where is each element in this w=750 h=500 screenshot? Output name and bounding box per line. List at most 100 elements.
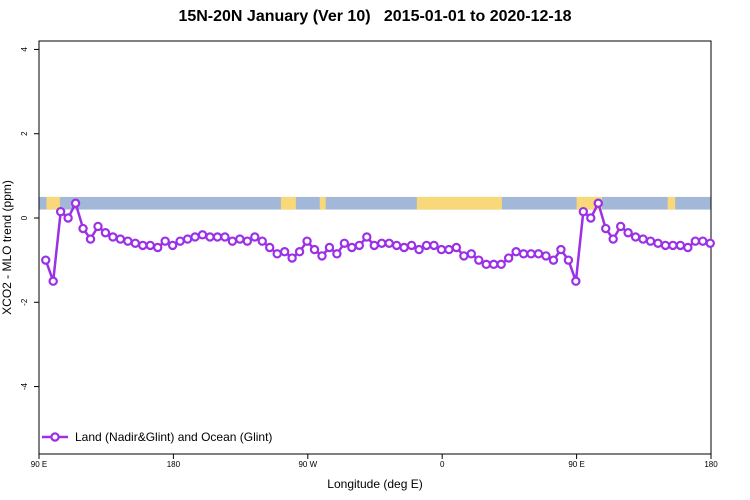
x-axis-ticks: 90 E 180 90 W 0 90 E 180 <box>31 454 718 469</box>
data-point <box>615 221 626 232</box>
data-point <box>197 230 208 240</box>
data-point <box>167 240 178 251</box>
land-band-segment <box>667 196 676 210</box>
data-point <box>362 232 372 242</box>
data-point <box>339 238 350 248</box>
data-point <box>645 236 656 246</box>
data-point <box>511 247 521 257</box>
data-point <box>93 221 103 232</box>
data-point <box>70 198 81 208</box>
data-point <box>451 242 462 253</box>
data-point <box>668 240 678 251</box>
data-point <box>242 236 253 246</box>
data-point <box>123 236 133 246</box>
data-point <box>100 228 111 238</box>
data-point <box>593 198 603 208</box>
y-tick-label: -2 <box>20 298 29 306</box>
data-point <box>518 249 529 259</box>
data-point <box>474 255 484 265</box>
data-point <box>347 242 357 253</box>
data-point <box>608 234 618 244</box>
data-point <box>421 240 432 251</box>
land-band-segment <box>416 196 502 210</box>
data-point <box>586 213 596 223</box>
data-point <box>257 236 267 246</box>
data-point <box>391 240 402 251</box>
y-axis-label: XCO2 - MLO trend (ppm) <box>0 180 14 315</box>
data-point <box>683 242 693 253</box>
data-point <box>108 232 118 242</box>
data-point <box>309 244 320 255</box>
data-point <box>556 244 566 255</box>
data-point <box>205 232 215 242</box>
legend-label: Land (Nadir&Glint) and Ocean (Glint) <box>75 430 272 444</box>
data-point <box>78 223 88 234</box>
data-point <box>623 228 633 238</box>
data-point <box>503 253 514 263</box>
data-point <box>212 232 223 242</box>
data-point <box>369 240 379 251</box>
data-point <box>272 249 282 259</box>
data-point <box>235 234 245 244</box>
data-point <box>324 242 335 253</box>
data-point <box>638 234 648 244</box>
data-point <box>115 234 126 244</box>
data-point <box>399 242 409 253</box>
data-point <box>48 276 58 286</box>
data-point <box>526 249 536 259</box>
data-point <box>601 223 611 234</box>
data-point <box>630 232 641 242</box>
data-point <box>153 242 163 253</box>
land-band-segment <box>319 196 326 210</box>
data-point <box>466 249 477 259</box>
data-point <box>436 244 447 255</box>
data-point <box>690 236 701 246</box>
data-point <box>563 255 574 265</box>
data-point <box>705 238 715 248</box>
data-point <box>496 259 506 270</box>
data-point <box>698 236 708 246</box>
data-point <box>660 240 671 251</box>
legend: Land (Nadir&Glint) and Ocean (Glint) <box>42 430 272 444</box>
data-point <box>265 242 275 253</box>
x-tick-label: 180 <box>704 460 718 469</box>
data-point <box>533 249 544 259</box>
x-axis-label: Longitude (deg E) <box>327 477 422 491</box>
data-point <box>429 240 439 251</box>
x-tick-label: 90 E <box>31 460 47 469</box>
data-point <box>384 238 394 248</box>
data-point <box>160 236 170 246</box>
legend-swatch-marker <box>50 432 60 442</box>
data-point <box>41 255 51 265</box>
data-point <box>220 232 230 242</box>
data-point <box>377 238 387 248</box>
ocean-band <box>39 196 711 210</box>
data-point <box>459 251 469 261</box>
data-point <box>317 251 327 261</box>
data-point <box>145 240 155 251</box>
land-band-segment <box>280 196 296 210</box>
data-point <box>190 232 200 242</box>
data-point <box>675 240 686 251</box>
y-tick-label: 0 <box>20 215 29 220</box>
data-point <box>354 240 365 251</box>
x-tick-label: 0 <box>440 460 445 469</box>
data-point <box>182 234 193 244</box>
data-point <box>489 259 499 270</box>
y-axis-ticks: 4 2 0 -2 -4 <box>20 47 39 390</box>
data-point <box>138 240 148 251</box>
data-point <box>571 276 581 286</box>
data-point <box>294 247 305 257</box>
x-tick-label: 90 W <box>298 460 317 469</box>
data-point <box>332 249 342 259</box>
data-point <box>279 247 290 257</box>
x-tick-label: 90 E <box>568 460 584 469</box>
data-point <box>414 244 424 255</box>
data-point <box>287 253 297 263</box>
surface-type-band <box>39 196 711 210</box>
chart-title: 15N-20N January (Ver 10) 2015-01-01 to 2… <box>178 8 572 25</box>
data-point <box>130 238 141 248</box>
data-point <box>250 232 260 242</box>
data-point <box>444 244 454 255</box>
y-tick-label: 2 <box>20 131 29 136</box>
